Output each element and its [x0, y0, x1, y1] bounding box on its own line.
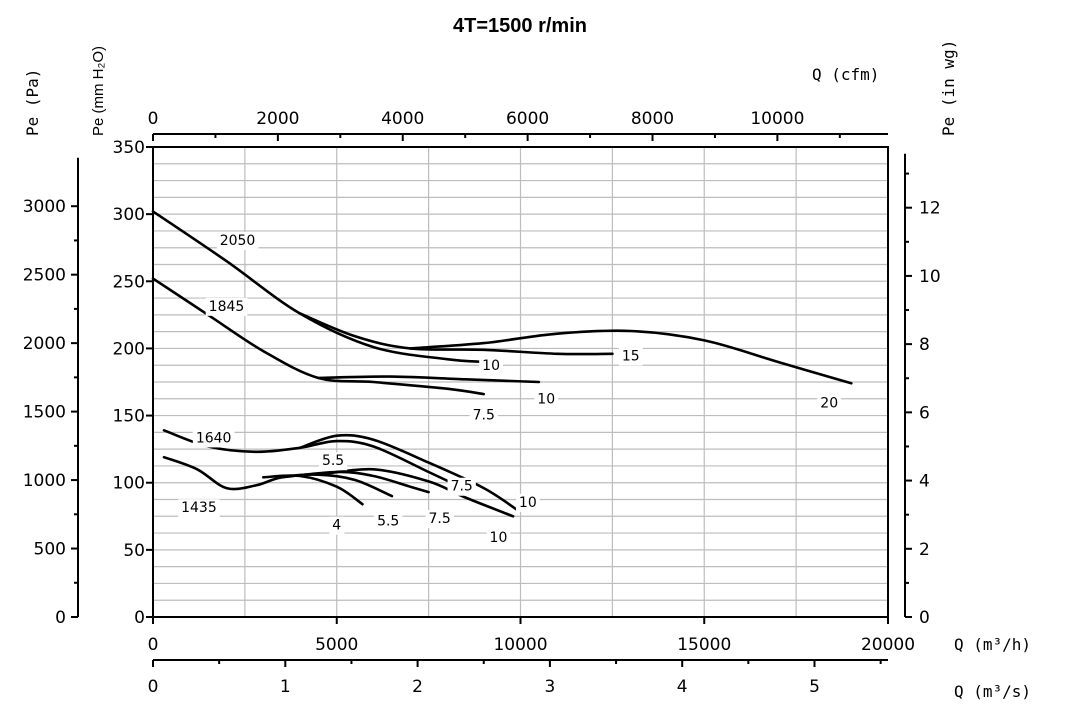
m3h-tick-label: 5000 [315, 635, 358, 655]
m3s-tick-label: 3 [544, 677, 555, 697]
inwg-tick-label: 8 [919, 335, 930, 355]
pa-tick-label: 3000 [23, 197, 66, 217]
m3h-tick-label: 15000 [677, 635, 731, 655]
pa-tick-label: 2500 [23, 266, 66, 286]
mm-tick-label: 200 [113, 339, 145, 359]
pa-tick-label: 500 [34, 540, 66, 560]
axes [71, 133, 912, 667]
m3s-tick-label: 1 [280, 677, 291, 697]
power-label: 10 [482, 358, 500, 374]
curve-line [262, 474, 364, 506]
speed-label: 1640 [196, 430, 232, 446]
power-label-bg [447, 477, 476, 496]
y-axis-label-pa: Pe (Pa) [23, 69, 42, 136]
x-axis-label-cfm: Q (cfm) [812, 65, 879, 84]
power-label: 15 [622, 348, 640, 364]
cfm-tick-label: 6000 [506, 109, 549, 129]
inwg-tick-label: 0 [919, 608, 930, 628]
speed-label: 1435 [181, 500, 217, 516]
cfm-tick-label: 2000 [256, 109, 299, 129]
m3h-tick-label: 10000 [493, 635, 547, 655]
power-label: 5.5 [322, 453, 344, 469]
m3s-tick-label: 5 [809, 677, 820, 697]
x-axis-label-m3s: Q (m³/s) [954, 682, 1031, 701]
pa-tick-label: 2000 [23, 334, 66, 354]
power-label: 7.5 [473, 408, 495, 424]
power-label: 5.5 [377, 514, 399, 530]
power-label: 10 [537, 391, 555, 407]
power-label-bg [486, 528, 511, 547]
curve-line [162, 455, 394, 498]
x-axis-label-m3h: Q (m³/h) [954, 635, 1031, 654]
y-axis-label-mm: Pe (mm H₂O) [90, 46, 107, 136]
cfm-tick-label: 4000 [381, 109, 424, 129]
power-label-bg [374, 512, 403, 531]
pa-tick-label: 1000 [23, 471, 66, 491]
power-label-bg [425, 509, 454, 528]
power-label: 4 [332, 518, 341, 534]
mm-tick-label: 250 [113, 272, 145, 292]
power-label-bg [534, 390, 559, 409]
curve-line [298, 433, 519, 511]
mm-tick-label: 100 [113, 474, 145, 494]
cfm-tick-label: 10000 [750, 109, 804, 129]
power-label-bg [515, 493, 540, 512]
curve-line [151, 210, 486, 364]
curve-line [409, 329, 853, 385]
m3s-tick-label: 0 [148, 677, 159, 697]
curve-line [280, 470, 430, 494]
power-label-bg [318, 452, 348, 471]
m3h-tick-label: 20000 [861, 635, 915, 655]
power-label: 10 [490, 530, 508, 546]
power-label: 7.5 [451, 479, 473, 495]
inwg-tick-label: 12 [919, 199, 941, 219]
curve-line [317, 375, 541, 384]
power-label: 20 [820, 395, 838, 411]
speed-label-bg [192, 429, 235, 448]
inwg-tick-label: 10 [919, 267, 941, 287]
m3s-tick-label: 2 [412, 677, 423, 697]
curve-line [298, 312, 614, 356]
inwg-tick-label: 2 [919, 540, 930, 560]
power-label-bg [469, 406, 498, 425]
power-label-bg [479, 356, 504, 375]
power-label-bg [817, 394, 842, 413]
mm-tick-label: 300 [113, 205, 145, 225]
y-axis-label-inwg: Pe (in wg) [939, 40, 958, 136]
chart-title: 4T=1500 r/min [453, 15, 587, 37]
power-label-bg [618, 347, 643, 366]
speed-label-bg [178, 499, 220, 518]
cfm-tick-label: 0 [148, 109, 159, 129]
m3s-tick-label: 4 [677, 677, 688, 697]
speed-label-bg [205, 297, 248, 316]
speed-label: 2050 [220, 233, 256, 249]
mm-tick-label: 50 [123, 541, 145, 561]
power-label: 7.5 [429, 511, 451, 527]
inwg-tick-label: 4 [919, 472, 930, 492]
m3h-tick-label: 0 [148, 635, 159, 655]
pa-tick-label: 0 [55, 608, 66, 628]
power-label: 10 [519, 495, 537, 511]
speed-label-bg [216, 232, 259, 250]
mm-tick-label: 150 [113, 407, 145, 427]
pa-tick-label: 1500 [23, 403, 66, 423]
mm-tick-label: 350 [113, 138, 145, 158]
cfm-tick-label: 8000 [631, 109, 674, 129]
speed-label: 1845 [209, 299, 245, 315]
inwg-tick-label: 6 [919, 403, 930, 423]
curve-line [317, 467, 515, 518]
power-label-bg [329, 516, 345, 535]
tick-labels: 0500100015002000250030000501001502002503… [23, 109, 941, 697]
curve-labels: 2050 1845 1640 1435 10 15 20 10 7.5 5.5 7.5 10 10 4 5.… [178, 232, 842, 547]
mm-tick-label: 0 [134, 608, 145, 628]
